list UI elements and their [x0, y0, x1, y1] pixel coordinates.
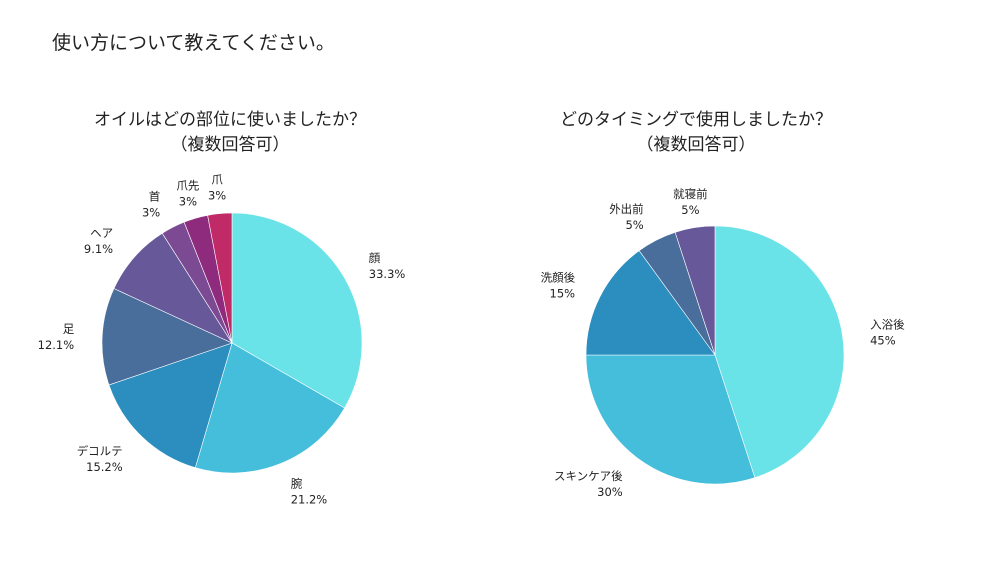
body-part-slice-value-2: 15.2% [86, 460, 123, 474]
timing-pie-chart: 入浴後 45% スキンケア後 30% 洗顔後 15% 外出前 5% 就寝前 5% [541, 187, 905, 499]
body-part-slice-value-1: 21.2% [291, 493, 328, 507]
body-part-slice-label-7: 爪 [211, 173, 223, 187]
timing-slice-0 [714, 225, 845, 479]
timing-chart-title-text: どのタイミングで使用しましたか？ [560, 110, 832, 130]
body-part-slice-value-4: 9.1% [84, 242, 113, 256]
body-part-slice-label-6: 爪先 [176, 178, 199, 192]
body-part-slice-2 [108, 342, 233, 469]
timing-slice-value-2: 15% [550, 287, 576, 301]
body-part-slice-label-3: 足 [63, 322, 75, 336]
body-part-chart-title: オイルはどの部位に使いましたか？ （複数回答可） [30, 108, 430, 158]
timing-slice-value-1: 30% [597, 485, 623, 499]
body-part-slice-label-2: デコルテ [77, 444, 123, 458]
body-part-slice-value-5: 3% [142, 205, 160, 219]
body-part-slice-label-5: 首 [149, 189, 161, 203]
body-part-slice-value-0: 33.3% [369, 267, 406, 281]
body-part-chart-title-text: オイルはどの部位に使いましたか？ [94, 110, 366, 130]
body-part-slice-3 [101, 288, 233, 386]
timing-slice-label-3: 外出前 [609, 202, 644, 216]
timing-chart-subtitle: （複数回答可） [636, 135, 756, 155]
body-part-slice-label-4: ヘア [90, 226, 113, 240]
body-part-slice-label-1: 腕 [291, 477, 303, 491]
body-part-slice-1 [194, 342, 345, 474]
timing-slice-4 [674, 225, 716, 356]
timing-slice-2 [585, 250, 716, 356]
timing-slice-label-2: 洗顔後 [541, 271, 576, 285]
page-title: 使い方について教えてください。 [52, 32, 335, 54]
timing-slice-label-0: 入浴後 [870, 317, 905, 331]
body-part-slice-0 [231, 212, 363, 409]
body-part-slice-value-7: 3% [208, 189, 226, 203]
timing-chart-title: どのタイミングで使用しましたか？ （複数回答可） [496, 108, 896, 158]
body-part-slice-label-0: 顔 [369, 251, 381, 265]
timing-slice-value-3: 5% [625, 218, 643, 232]
timing-slice-value-4: 5% [681, 203, 699, 217]
body-part-slice-value-6: 3% [179, 194, 197, 208]
timing-slice-1 [585, 354, 756, 485]
body-part-pie-chart: 顔 33.3% 腕 21.2% デコルテ 15.2% 足 12.1% ヘア 9.1% 首 3% 爪先 3%… [38, 173, 406, 507]
body-part-slice-value-3: 12.1% [38, 338, 75, 352]
timing-slice-label-1: スキンケア後 [554, 469, 623, 483]
timing-slice-value-0: 45% [870, 333, 896, 347]
body-part-slice-7 [207, 212, 233, 344]
body-part-chart-subtitle: （複数回答可） [170, 135, 290, 155]
timing-slice-label-4: 就寝前 [673, 187, 708, 201]
